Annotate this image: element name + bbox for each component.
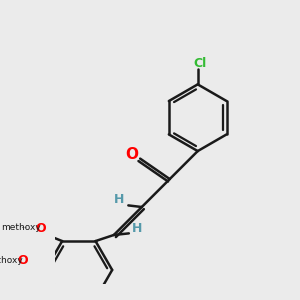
Text: methoxy: methoxy xyxy=(21,227,28,228)
Text: O: O xyxy=(35,222,46,235)
Text: Cl: Cl xyxy=(194,57,207,70)
Text: methoxy: methoxy xyxy=(1,223,40,232)
Text: O: O xyxy=(126,147,139,162)
Text: O: O xyxy=(18,254,28,267)
Text: H: H xyxy=(132,222,143,235)
Text: H: H xyxy=(113,193,124,206)
Text: methoxy: methoxy xyxy=(0,256,23,265)
